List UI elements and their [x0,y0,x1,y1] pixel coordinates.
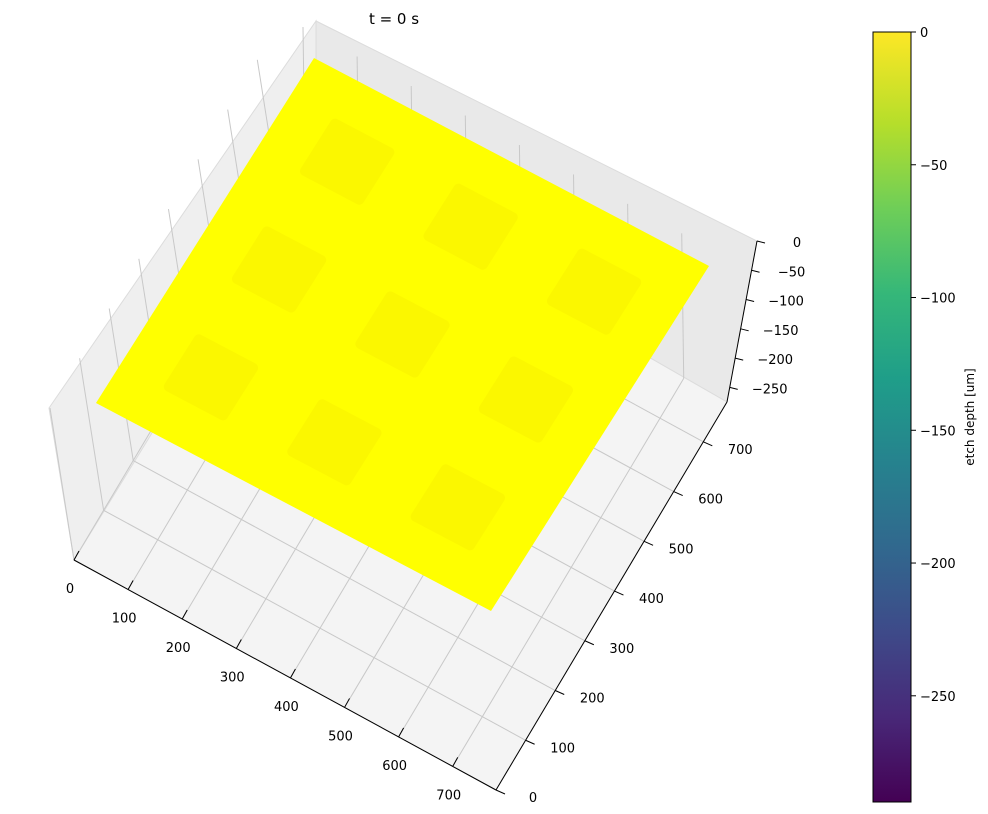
x-axis-line [73,559,497,791]
x-tick-label: 400 [274,700,299,715]
grid-line-y [103,509,526,741]
y-tick-label: 300 [609,642,634,657]
colorbar: 0 −50 −100 −150 −200 −250 etch depth [um] [872,26,977,803]
pad-region [300,118,395,205]
y-tick-label: 400 [639,592,664,607]
pad-region [423,183,518,270]
x-tick-mark [289,668,296,679]
y-tick-mark [614,590,624,596]
colorbar-tick-label: −200 [920,557,956,572]
pad-region [546,248,642,335]
pad-region [287,399,382,486]
x-tick-mark [452,757,459,767]
x-tick-label: 500 [328,729,353,744]
y-tick-mark [495,789,506,795]
colorbar-tick-label: −150 [920,424,956,439]
pad-regions [163,118,642,551]
y-axis-line [495,401,728,791]
pad-region [410,464,505,551]
x-tick-mark [127,580,134,590]
z-tick-label: −150 [763,324,799,339]
x-tick-mark [73,550,80,561]
colorbar-tick-label: −100 [920,292,956,307]
x-tick-mark [181,609,188,620]
y-tick-label: 0 [529,791,537,806]
z-tick-mark [756,240,766,244]
pad-region [163,334,259,421]
y-tick-label: 700 [728,443,753,458]
x-tick-label: 200 [166,641,191,656]
grid-line-y [132,460,556,691]
z-axis-line [726,240,758,403]
y-tick-mark [584,640,595,646]
colorbar-tick-label: −250 [920,690,956,705]
y-tick-mark [525,739,535,745]
y-tick-mark [703,441,713,447]
z-tick-label: −50 [778,265,805,280]
y-tick-label: 100 [550,741,575,756]
pad-region [355,291,450,378]
z-ticks: 0 −50 −100 −150 −200 −250 [729,236,805,397]
z-tick-label: −250 [752,382,788,397]
colorbar-gradient [872,31,912,803]
x-tick-mark [235,639,242,649]
y-tick-mark [673,491,683,496]
y-tick-label: 600 [698,493,723,508]
z-tick-mark [745,299,755,303]
z-tick-mark [751,269,760,273]
grid-line-x [452,378,685,767]
z-tick-label: −100 [768,295,804,310]
z-tick-mark [740,328,749,332]
chart-title: t = 0 s [369,10,419,28]
x-ticks: 0 100 200 300 400 500 600 700 [66,550,461,803]
y-tick-mark [643,540,654,546]
x-tick-label: 0 [66,582,74,597]
z-tick-label: 0 [793,236,801,251]
y-tick-mark [555,690,565,695]
colorbar-label: etch depth [um] [963,368,977,466]
y-tick-label: 200 [580,692,605,707]
y-ticks: 0 100 200 300 400 500 600 700 [495,441,753,806]
x-tick-label: 300 [220,670,245,685]
colorbar-tick-label: 0 [920,26,928,41]
x-tick-mark [344,698,350,708]
y-tick-label: 500 [669,542,694,557]
z-tick-label: −200 [757,353,793,368]
pad-region [231,226,327,313]
z-tick-mark [729,386,738,390]
grid-line-y-back [49,407,75,561]
x-tick-label: 100 [112,611,137,626]
x-tick-mark [398,727,405,738]
axes-3d: 0 100 200 300 400 500 600 700 0 100 200 300 400 500 6… [48,19,805,806]
z-tick-mark [735,357,744,361]
grid-line-y-back [79,358,105,511]
colorbar-tick-label: −50 [920,159,947,174]
x-tick-label: 600 [382,759,407,774]
colorbar-ticks: 0 −50 −100 −150 −200 −250 [911,26,956,705]
pad-region [478,356,574,443]
x-tick-label: 700 [436,788,461,803]
